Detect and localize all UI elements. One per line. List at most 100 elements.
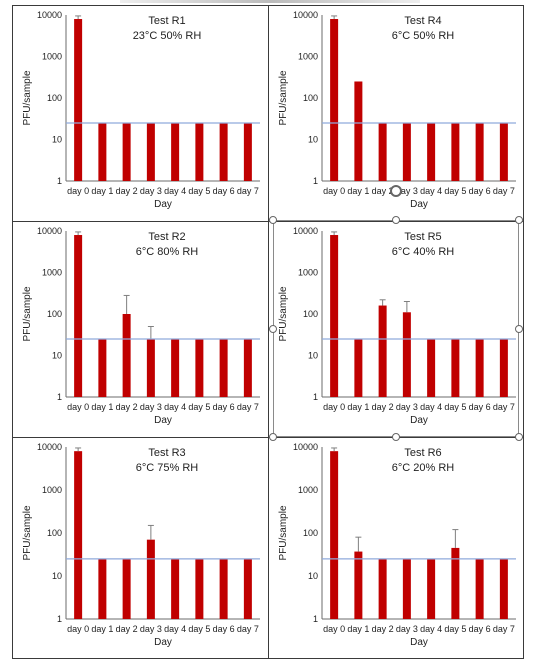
y-tick-label: 1000 — [298, 485, 318, 495]
x-axis-label: Day — [154, 415, 172, 426]
x-tick-label: day 3 — [396, 624, 418, 634]
x-tick-label: day 4 — [164, 186, 186, 196]
x-tick-label: day 5 — [444, 624, 466, 634]
x-tick-label: day 3 — [140, 186, 162, 196]
bar — [354, 551, 363, 619]
bar — [146, 539, 155, 619]
bar — [195, 338, 204, 397]
rotate-handle-icon[interactable] — [390, 185, 402, 197]
y-tick-label: 10000 — [293, 10, 318, 20]
bar — [195, 122, 204, 181]
resize-handle-middle-left[interactable] — [269, 325, 277, 333]
bar — [219, 338, 228, 397]
x-tick-label: day 7 — [237, 402, 259, 412]
y-tick-label: 10000 — [293, 442, 318, 452]
x-tick-label: day 5 — [188, 402, 210, 412]
bar — [378, 305, 387, 397]
x-axis-label: Day — [410, 415, 428, 426]
y-axis-label: PFU/sample — [22, 70, 33, 125]
x-tick-label: day 3 — [396, 186, 418, 196]
y-axis-label: PFU/sample — [278, 505, 289, 560]
bar — [402, 312, 411, 397]
x-tick-label: day 5 — [444, 186, 466, 196]
x-tick-label: day 0 — [67, 402, 89, 412]
bar — [146, 338, 155, 397]
bar — [243, 558, 252, 619]
bar — [74, 451, 83, 619]
x-tick-label: day 4 — [420, 186, 442, 196]
bar — [475, 338, 484, 397]
bar — [499, 338, 508, 397]
chart-test-r1: Test R1 23°C 50% RH 1 10 100 1000 10000 PFU/sam… — [22, 10, 260, 210]
x-axis-label: Day — [410, 199, 428, 210]
resize-handle-middle-right[interactable] — [515, 325, 523, 333]
bar — [243, 122, 252, 181]
bar — [330, 19, 339, 182]
x-tick-label: day 1 — [91, 624, 113, 634]
bar — [146, 122, 155, 181]
x-tick-label: day 4 — [164, 624, 186, 634]
bar — [427, 122, 436, 181]
x-tick-label: day 3 — [396, 402, 418, 412]
bar — [122, 558, 131, 619]
bar — [330, 451, 339, 619]
chart-title: Test R1 — [148, 15, 185, 27]
x-tick-label: day 4 — [420, 624, 442, 634]
chart-subtitle: 6°C 50% RH — [392, 30, 455, 42]
bar — [171, 558, 180, 619]
chart-subtitle: 6°C 20% RH — [392, 462, 455, 474]
y-tick-label: 1000 — [298, 52, 318, 62]
y-tick-label: 10 — [308, 571, 318, 581]
resize-handle-top-left[interactable] — [269, 216, 277, 224]
bar — [243, 338, 252, 397]
x-axis-label: Day — [154, 637, 172, 648]
x-tick-label: day 5 — [188, 186, 210, 196]
x-tick-label: day 2 — [372, 624, 394, 634]
y-tick-label: 1 — [57, 614, 62, 624]
y-tick-label: 100 — [47, 528, 62, 538]
x-tick-label: day 0 — [67, 624, 89, 634]
resize-handle-top-right[interactable] — [515, 216, 523, 224]
bar — [98, 122, 107, 181]
bar — [378, 122, 387, 181]
chart-test-r5[interactable]: Test R5 6°C 40% RH 1 10 100 1000 10000 PFU/samp… — [268, 221, 524, 437]
x-axis-label: Day — [154, 199, 172, 210]
y-tick-label: 1 — [57, 176, 62, 186]
bar — [475, 558, 484, 619]
x-tick-label: day 5 — [444, 402, 466, 412]
resize-handle-bottom-right[interactable] — [515, 433, 523, 441]
x-tick-label: day 7 — [493, 624, 515, 634]
bar — [354, 81, 363, 181]
x-tick-label: day 3 — [140, 402, 162, 412]
bar — [427, 338, 436, 397]
y-tick-label: 100 — [47, 93, 62, 103]
bar — [98, 558, 107, 619]
x-tick-label: day 6 — [469, 186, 491, 196]
chart-test-r2: Test R2 6°C 80% RH 1 10 100 1000 10000 PFU/samp… — [22, 226, 260, 426]
y-axis-label: PFU/sample — [278, 70, 289, 125]
chart-selection-frame[interactable] — [273, 220, 519, 437]
x-tick-label: day 7 — [493, 402, 515, 412]
y-tick-label: 1 — [313, 176, 318, 186]
x-tick-label: day 4 — [420, 402, 442, 412]
resize-handle-top-center[interactable] — [392, 216, 400, 224]
x-tick-label: day 1 — [91, 186, 113, 196]
bar — [451, 338, 460, 397]
x-tick-label: day 2 — [116, 186, 138, 196]
x-tick-label: day 7 — [237, 624, 259, 634]
y-tick-label: 1000 — [42, 485, 62, 495]
y-tick-label: 1 — [313, 614, 318, 624]
resize-handle-bottom-left[interactable] — [269, 433, 277, 441]
chart-test-r4: Test R4 6°C 50% RH 1 10 100 1000 10000 PFU/samp… — [278, 10, 516, 210]
top-image-strip — [120, 0, 420, 3]
resize-handle-bottom-center[interactable] — [392, 433, 400, 441]
y-tick-label: 1000 — [42, 268, 62, 278]
x-tick-label: day 6 — [469, 402, 491, 412]
bar — [475, 122, 484, 181]
x-tick-label: day 7 — [493, 186, 515, 196]
chart-title: Test R4 — [404, 15, 441, 27]
y-tick-label: 1000 — [298, 268, 318, 278]
y-tick-label: 1000 — [42, 52, 62, 62]
x-tick-label: day 2 — [372, 402, 394, 412]
x-tick-label: day 0 — [323, 402, 345, 412]
